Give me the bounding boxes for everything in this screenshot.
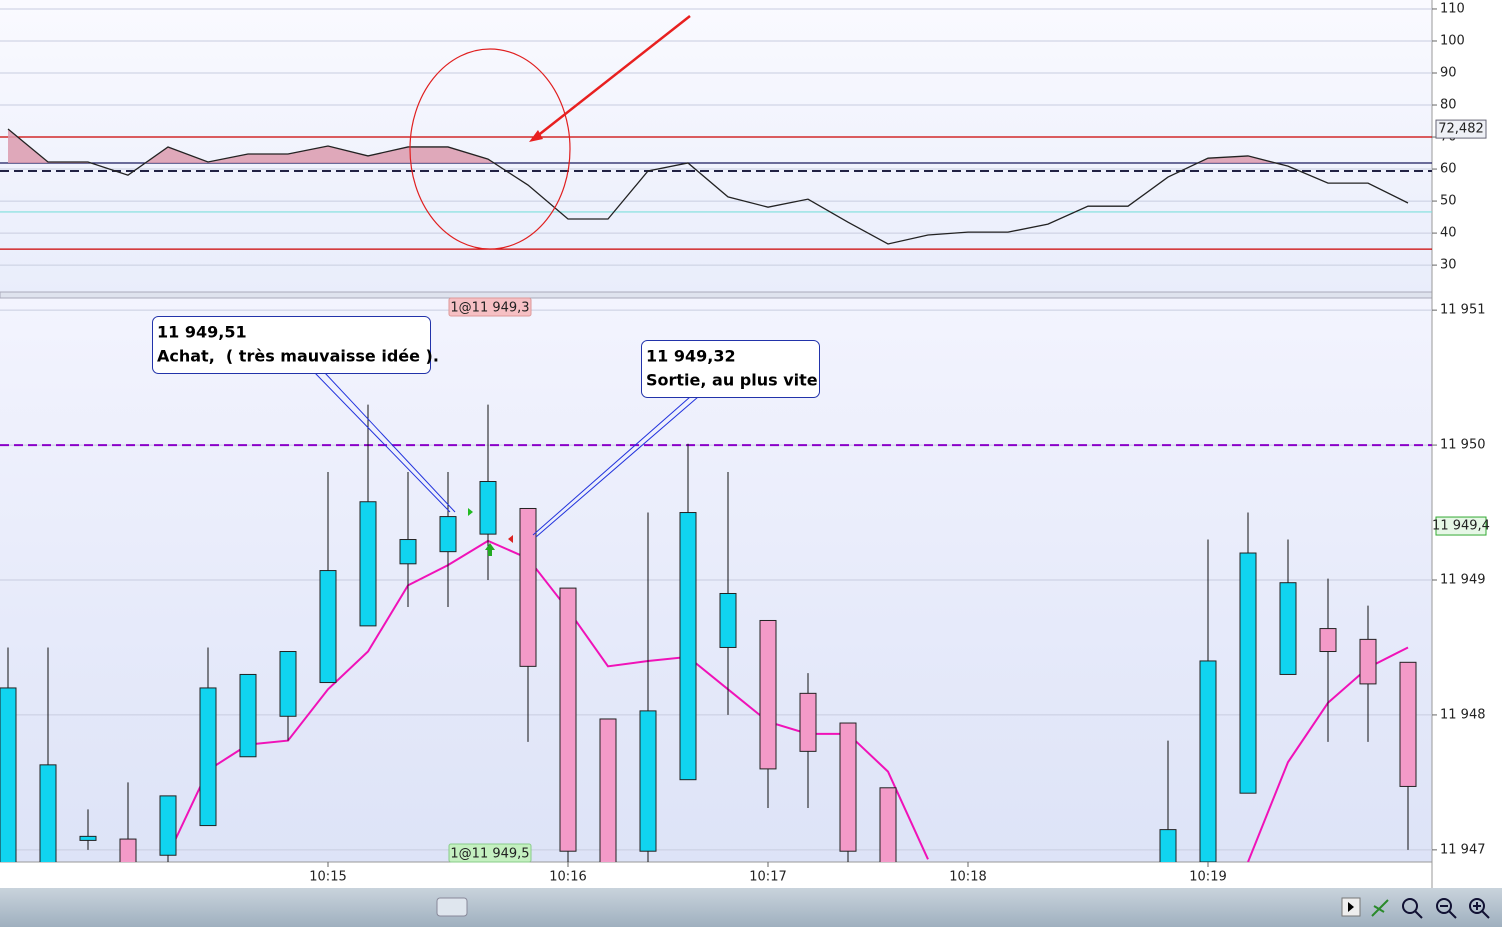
candle-body (319, 570, 337, 684)
y-tick-label: 11 950 (1440, 438, 1486, 453)
indicator-pane (0, 0, 1432, 292)
candle-body (759, 619, 777, 770)
y-tick-label: 11 948 (1440, 707, 1486, 722)
zoom-tools[interactable] (1371, 898, 1490, 919)
last-value-box (1435, 119, 1487, 139)
candle-body (79, 835, 97, 841)
y-tick-label: 11 947 (1440, 842, 1486, 857)
y-tick-label: 50 (1440, 194, 1457, 209)
scroll-thumb[interactable] (436, 897, 468, 917)
y-tick-label: 60 (1440, 162, 1457, 177)
callout-box (641, 340, 820, 398)
candle-body (679, 512, 697, 781)
candle-body (439, 516, 457, 553)
callout-text: 11 949,32 (646, 347, 736, 366)
y-tick-label: 30 (1440, 258, 1457, 273)
callout-text: 11 949,51 (157, 323, 247, 342)
arrow-head (529, 130, 543, 142)
candle-body (479, 481, 497, 535)
candle-body (1319, 628, 1337, 653)
candle-body (639, 710, 657, 852)
candle-body (879, 787, 897, 862)
order-label-box (448, 297, 532, 317)
price-layer (0, 309, 1432, 862)
highlight-circle (409, 48, 571, 250)
callout-leader (535, 396, 699, 538)
candle-body (159, 795, 177, 856)
x-tick-label: 10:19 (1189, 870, 1226, 885)
candle-body (239, 673, 257, 758)
y-tick-label: 80 (1440, 98, 1457, 113)
callout-box (152, 316, 431, 374)
x-tick-label: 10:15 (309, 870, 346, 885)
x-tick-label: 10:16 (549, 870, 586, 885)
indicator-layer (0, 8, 1432, 266)
callout-leader (532, 396, 691, 536)
candle-body (1199, 660, 1217, 862)
y-tick-label: 40 (1440, 226, 1457, 241)
trade-marker (468, 508, 473, 516)
callout-text: Sortie, au plus vite (646, 371, 818, 390)
y-tick-label: 11 949 (1440, 573, 1486, 588)
candle-body (1279, 582, 1297, 675)
candle-body (359, 501, 377, 627)
trade-marker (508, 535, 513, 543)
candle-body (519, 507, 537, 667)
candle-body (559, 587, 577, 852)
y-tick-label: 11 951 (1440, 303, 1486, 318)
candle-body (839, 722, 857, 852)
callout-text: Achat, ( très mauvaisse idée ). (157, 347, 439, 366)
last-value-label: 72,482 (1438, 122, 1484, 137)
candle-body (199, 687, 217, 827)
arrow-shaft (535, 15, 691, 138)
order-label: 1@11 949,5 (450, 847, 529, 862)
callout-leader (314, 372, 451, 513)
indicator-fill (8, 129, 1408, 163)
y-tick-label: 110 (1440, 1, 1465, 16)
candle-body (1239, 552, 1257, 794)
candle-body (799, 692, 817, 752)
indicator-line (7, 128, 1409, 245)
last-value-box (1435, 516, 1487, 536)
scrollbar[interactable] (0, 888, 1502, 927)
x-tick-label: 10:18 (949, 870, 986, 885)
y-tick-label: 100 (1440, 33, 1465, 48)
y-tick-label: 90 (1440, 66, 1457, 81)
candle-body (1159, 829, 1177, 862)
candle-body (0, 687, 17, 862)
callout-leader (324, 372, 456, 513)
candle-body (1359, 638, 1377, 685)
candle-body (399, 539, 417, 565)
x-tick-label: 10:17 (749, 870, 786, 885)
order-label: 1@11 949,3 (450, 301, 529, 316)
candle-body (599, 718, 617, 862)
trade-marker (485, 543, 495, 556)
candle-body (119, 838, 137, 862)
pane-separator (0, 291, 1433, 299)
order-label-box (448, 843, 532, 863)
candle-body (279, 651, 297, 717)
candle-body (719, 592, 737, 648)
candle-body (1399, 661, 1417, 787)
candle-body (39, 764, 57, 862)
last-value-label: 11 949,4 (1432, 519, 1490, 534)
scroll-arrow (1348, 902, 1354, 912)
